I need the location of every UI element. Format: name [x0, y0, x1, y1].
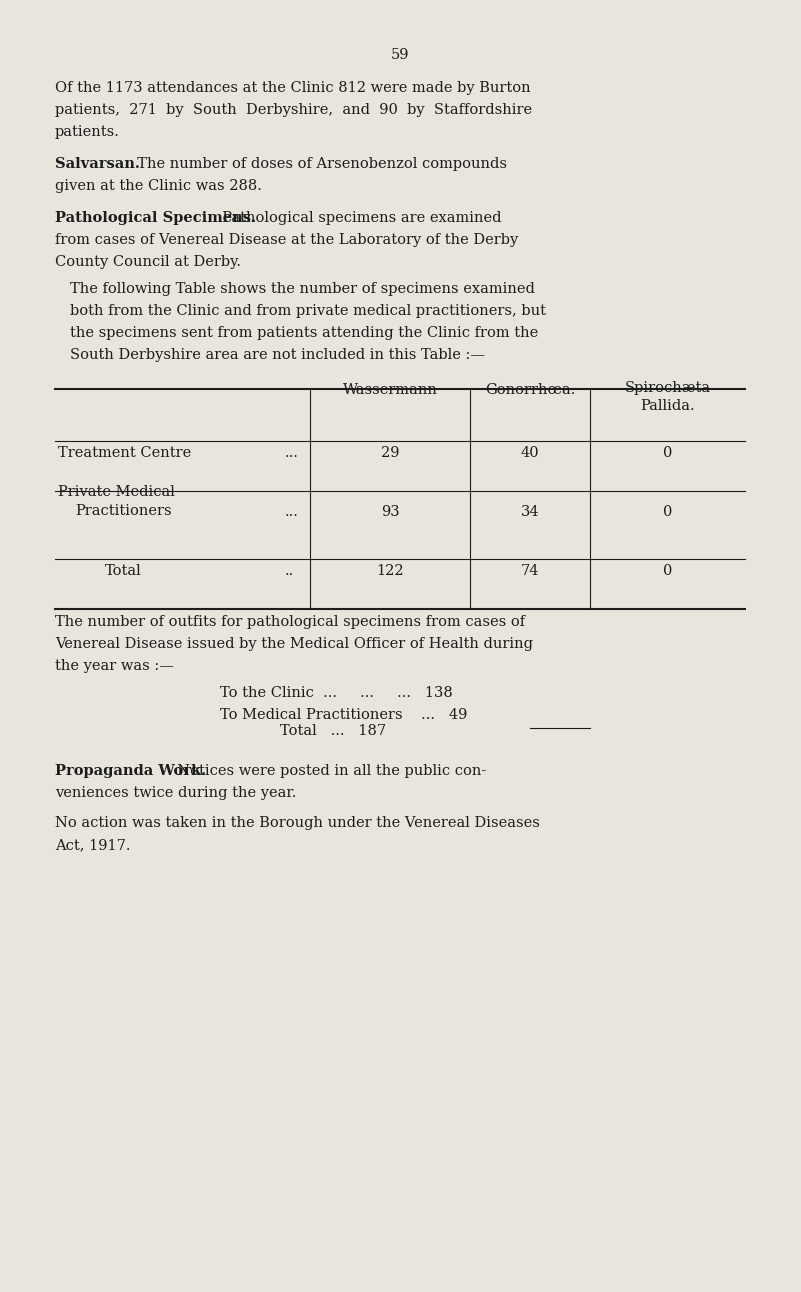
Text: To Medical Practitioners    ...   49: To Medical Practitioners ... 49 [220, 708, 467, 722]
Text: the year was :—: the year was :— [55, 659, 174, 673]
Text: ...: ... [285, 446, 299, 460]
Text: veniences twice during the year.: veniences twice during the year. [55, 786, 296, 800]
Text: 40: 40 [521, 446, 539, 460]
Text: 0: 0 [662, 565, 672, 578]
Text: Practitioners: Practitioners [75, 504, 171, 518]
Text: patients,  271  by  South  Derbyshire,  and  90  by  Staffordshire: patients, 271 by South Derbyshire, and 9… [55, 103, 532, 118]
Text: Private Medical: Private Medical [58, 484, 175, 499]
Text: 34: 34 [521, 505, 539, 519]
Text: Total: Total [105, 565, 142, 578]
Text: the specimens sent from patients attending the Clinic from the: the specimens sent from patients attendi… [70, 326, 538, 340]
Text: The following Table shows the number of specimens examined: The following Table shows the number of … [70, 282, 535, 296]
Text: Spirochæta: Spirochæta [625, 381, 710, 395]
Text: Notices were posted in all the public con-: Notices were posted in all the public co… [168, 764, 486, 778]
Text: Of the 1173 attendances at the Clinic 812 were made by Burton: Of the 1173 attendances at the Clinic 81… [55, 81, 530, 96]
Text: To the Clinic  ...     ...     ...   138: To the Clinic ... ... ... 138 [220, 686, 453, 700]
Text: ..: .. [285, 565, 294, 578]
Text: The number of doses of Arsenobenzol compounds: The number of doses of Arsenobenzol comp… [128, 158, 507, 171]
Text: No action was taken in the Borough under the Venereal Diseases: No action was taken in the Borough under… [55, 817, 540, 829]
Text: Pathological Specimens.: Pathological Specimens. [55, 211, 256, 225]
Text: Pathological specimens are examined: Pathological specimens are examined [213, 211, 501, 225]
Text: Wassermann: Wassermann [343, 382, 437, 397]
Text: South Derbyshire area are not included in this Table :—: South Derbyshire area are not included i… [70, 348, 485, 362]
Text: County Council at Derby.: County Council at Derby. [55, 255, 241, 269]
Text: Venereal Disease issued by the Medical Officer of Health during: Venereal Disease issued by the Medical O… [55, 637, 533, 651]
Text: Salvarsan.: Salvarsan. [55, 158, 140, 171]
Text: 74: 74 [521, 565, 539, 578]
Text: Total   ...   187: Total ... 187 [280, 724, 386, 738]
Text: Act, 1917.: Act, 1917. [55, 839, 131, 851]
Text: both from the Clinic and from private medical practitioners, but: both from the Clinic and from private me… [70, 304, 546, 318]
Text: 93: 93 [380, 505, 400, 519]
Text: 29: 29 [380, 446, 399, 460]
Text: Pallida.: Pallida. [640, 399, 694, 413]
Text: Gonorrhœa.: Gonorrhœa. [485, 382, 575, 397]
Text: Treatment Centre: Treatment Centre [58, 446, 191, 460]
Text: 0: 0 [662, 505, 672, 519]
Text: 59: 59 [391, 48, 410, 62]
Text: 122: 122 [376, 565, 404, 578]
Text: given at the Clinic was 288.: given at the Clinic was 288. [55, 180, 262, 193]
Text: ...: ... [285, 505, 299, 519]
Text: The number of outfits for pathological specimens from cases of: The number of outfits for pathological s… [55, 615, 525, 629]
Text: from cases of Venereal Disease at the Laboratory of the Derby: from cases of Venereal Disease at the La… [55, 233, 518, 247]
Text: patients.: patients. [55, 125, 120, 140]
Text: Propaganda Work.: Propaganda Work. [55, 764, 206, 778]
Text: 0: 0 [662, 446, 672, 460]
